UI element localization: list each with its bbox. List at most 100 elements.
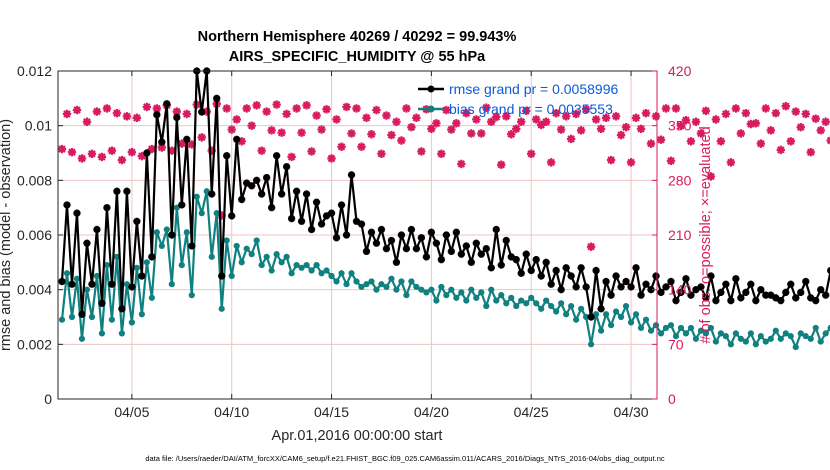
y-right-tick-label: 210 [668,227,692,243]
obs-count-marker [417,147,426,156]
obs-count-marker [721,109,731,119]
rmse-point [332,234,341,242]
rmse-point [432,239,440,247]
obs-count-marker [457,159,466,169]
rmse-point [362,247,371,255]
rmse-point [527,266,535,275]
bias-point [318,270,325,277]
rmse-point [757,286,765,294]
bias-point [787,333,794,340]
obs-count-marker [62,109,72,119]
rmse-point [283,163,291,171]
obs-count-marker [556,125,566,134]
obs-count-marker [107,146,117,155]
rmse-point [183,135,191,143]
rmse-point [542,258,550,266]
obs-count-marker [57,144,67,154]
obs-count-marker [527,149,536,158]
bias-point [168,281,175,288]
bias-point [677,324,685,332]
obs-count-marker [706,172,716,181]
rmse-point [632,264,640,272]
rmse-point [707,272,715,280]
x-tick-label: 04/20 [414,404,449,420]
rmse-point [582,283,590,291]
rmse-point [103,204,111,212]
rmse-point [357,220,366,228]
obs-count-marker [262,107,271,116]
y-tick-label: 0.008 [17,172,52,188]
bias-point [722,333,729,340]
rmse-point [747,280,755,288]
chart-subtitle: AIRS_SPECIFIC_HUMIDITY @ 55 hPa [229,49,486,65]
bias-point [408,278,415,285]
rmse-point [652,272,660,280]
obs-count-marker [536,120,546,130]
rmse-point [268,204,276,212]
bias-point [533,300,540,307]
rmse-point [427,228,435,236]
bias-point [383,283,390,291]
bias-point [198,210,205,217]
bias-point [328,272,335,280]
rmse-point [263,174,271,182]
obs-count-marker [297,128,306,137]
rmse-point [537,272,545,280]
bias-point [657,330,665,337]
rmse-point [297,217,306,225]
obs-count-marker [227,125,236,134]
rmse-point [83,239,91,247]
obs-count-marker [571,109,581,119]
rmse-point [138,272,146,280]
rmse-point [472,239,480,247]
bias-point [553,308,560,315]
obs-count-marker [237,137,246,146]
y-tick-label: 0 [44,391,52,407]
bias-point [797,330,804,337]
rmse-point [223,152,231,160]
bias-point [483,302,490,310]
obs-count-marker [267,126,276,135]
obs-count-marker [601,113,611,123]
bias-point [632,311,640,318]
bias-point [772,327,779,334]
rmse-point [322,212,331,220]
bias-point [777,335,784,342]
obs-count-marker [726,158,736,167]
bias-point [627,319,635,326]
bias-point [98,330,106,337]
bias-point [697,327,705,334]
obs-count-marker [337,142,346,151]
rmse-point [153,111,161,119]
rmse-point [327,209,336,217]
rmse-point [772,294,780,302]
obs-count-marker [412,113,421,123]
bias-point [498,292,505,299]
bias-point [448,286,455,293]
bias-point [283,253,290,260]
bias-point [443,292,450,299]
bias-point [712,338,720,345]
obs-count-marker [586,242,596,251]
obs-count-marker [522,106,531,116]
rmse-point [123,187,131,195]
rmse-point [347,171,356,179]
obs-count-marker [776,145,785,155]
y-tick-label: 0.006 [17,227,52,243]
rmse-point [342,231,351,239]
obs-count-marker [731,104,741,113]
rmse-point [562,264,570,272]
rmse-point [682,275,690,283]
rmse-point [717,288,725,296]
rmse-point [782,288,790,296]
bias-point [652,322,660,329]
bias-point [727,341,734,348]
bias-point [413,283,420,291]
obs-count-marker [347,129,356,138]
rmse-point [797,288,805,296]
bias-point [363,281,370,288]
bias-point [58,316,66,323]
bias-point [607,322,615,329]
obs-count-marker [167,146,177,155]
obs-count-marker [307,147,316,156]
